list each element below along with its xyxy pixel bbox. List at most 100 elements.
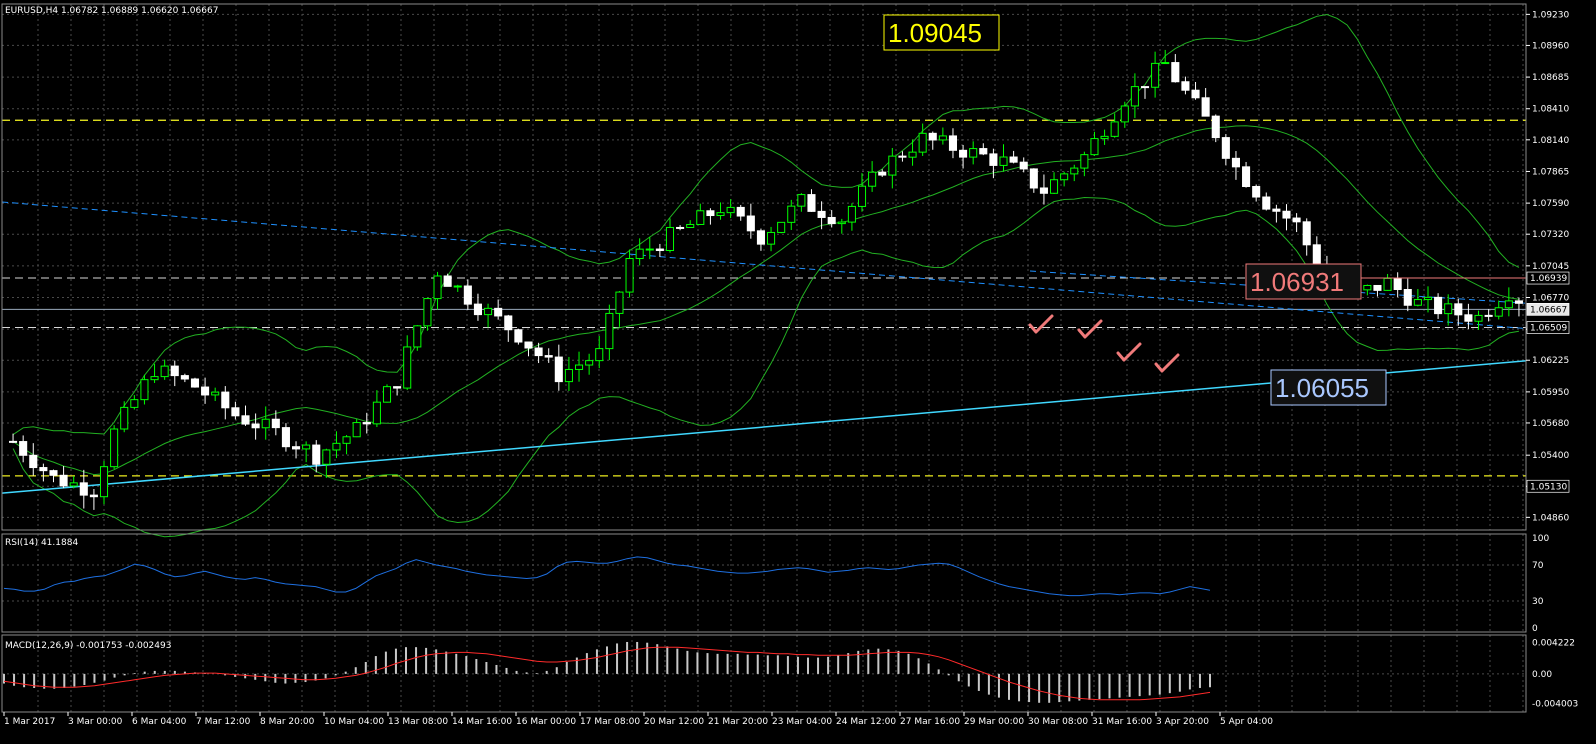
bear-candle xyxy=(979,148,988,155)
bear-candle xyxy=(504,315,513,331)
bull-candle xyxy=(767,231,776,245)
price-tag-label: 1.06939 xyxy=(1530,274,1567,284)
bear-candle xyxy=(1171,62,1180,83)
bull-candle xyxy=(1060,173,1069,181)
bear-candle xyxy=(1302,221,1311,246)
panel-border xyxy=(1,3,1527,531)
bull-candle xyxy=(352,422,361,438)
x-tick-label: 20 Mar 12:00 xyxy=(644,717,704,727)
bear-candle xyxy=(443,275,452,287)
bull-candle xyxy=(787,205,796,223)
annotations: 1.09045 1.06931 1.06055 xyxy=(883,14,1526,406)
annotation-label: 1.06055 xyxy=(1275,373,1369,403)
bull-candle xyxy=(413,325,422,348)
y-tick-label: 1.05950 xyxy=(1532,388,1569,398)
bear-candle xyxy=(898,155,907,158)
price-tag xyxy=(1526,271,1570,285)
bull-candle xyxy=(423,298,432,327)
bear-candle xyxy=(534,347,543,357)
checkmark-icon xyxy=(1116,342,1142,362)
bear-candle xyxy=(1272,208,1281,212)
x-tick-label: 10 Mar 04:00 xyxy=(324,717,384,727)
bull-candle xyxy=(110,428,119,468)
bear-candle xyxy=(1454,303,1463,316)
y-tick-label: 1.04860 xyxy=(1532,513,1569,523)
macd-tick-label: -0.004003 xyxy=(1532,700,1578,710)
bear-candle xyxy=(201,386,210,396)
bull-candle xyxy=(716,212,725,217)
bear-candle xyxy=(463,285,472,305)
bull-candle xyxy=(403,346,412,389)
horizontal-levels xyxy=(2,119,1526,477)
bear-candle xyxy=(1393,277,1402,291)
x-tick-label: 29 Mar 00:00 xyxy=(964,717,1024,727)
bear-candle xyxy=(39,467,48,472)
rsi-tick-label: 100 xyxy=(1532,534,1549,544)
x-tick-label: 21 Mar 20:00 xyxy=(708,717,768,727)
x-tick-label: 3 Apr 20:00 xyxy=(1156,717,1209,727)
bear-candle xyxy=(736,206,745,217)
y-tick-label: 1.07865 xyxy=(1532,167,1569,177)
chart-header: EURUSD,H4 1.06782 1.06889 1.06620 1.0666… xyxy=(5,6,218,16)
bear-candle xyxy=(221,391,230,409)
bull-candle xyxy=(302,444,311,450)
bb-middle xyxy=(12,125,1519,476)
bull-candle xyxy=(605,312,614,350)
rsi-panel xyxy=(3,556,1211,597)
checkmark-icon xyxy=(1154,353,1180,373)
bull-candle xyxy=(797,194,806,207)
price-tag xyxy=(1526,479,1570,493)
bull-candle xyxy=(777,221,786,233)
price-tag-label: 1.06509 xyxy=(1530,324,1567,334)
annotation-label: 1.09045 xyxy=(888,18,982,48)
y-tick-label: 1.06225 xyxy=(1532,356,1569,366)
bull-candle xyxy=(130,399,139,408)
bull-candle xyxy=(888,155,897,176)
bear-candle xyxy=(655,248,664,252)
x-tick-label: 1 Mar 2017 xyxy=(4,717,55,727)
bear-candle xyxy=(19,441,28,456)
bull-candle xyxy=(1413,299,1422,306)
bull-candle xyxy=(1494,307,1503,317)
rsi-header: RSI(14) 41.1884 xyxy=(5,538,78,548)
bull-candle xyxy=(150,376,159,381)
bull-candle xyxy=(999,156,1008,166)
y-tick-label: 1.07590 xyxy=(1532,199,1569,209)
bear-candle xyxy=(1373,284,1382,291)
bull-candle xyxy=(1110,121,1119,137)
descending-trendline xyxy=(1,201,1527,330)
annotation-label: 1.06931 xyxy=(1250,267,1344,297)
bull-candle xyxy=(625,258,634,293)
bull-candle xyxy=(120,406,129,430)
x-tick-label: 13 Mar 08:00 xyxy=(388,717,448,727)
y-tick-label: 1.08140 xyxy=(1532,136,1569,146)
x-tick-label: 31 Mar 16:00 xyxy=(1092,717,1152,727)
bear-candle xyxy=(1191,89,1200,99)
bull-candle xyxy=(635,248,644,260)
bull-candle xyxy=(665,226,675,252)
bear-candle xyxy=(1514,300,1523,304)
bull-candle xyxy=(261,418,270,429)
y-tick-label: 1.07045 xyxy=(1532,262,1569,272)
bear-candle xyxy=(544,355,553,358)
bear-candle xyxy=(292,446,301,450)
bear-candle xyxy=(1231,157,1240,168)
bear-candle xyxy=(1484,314,1493,317)
grid xyxy=(2,4,1526,712)
bull-candle xyxy=(1504,300,1513,309)
bull-candle xyxy=(1161,62,1170,65)
bear-candle xyxy=(1140,86,1150,89)
time-axis: 1 Mar 2017 3 Mar 00:00 6 Mar 04:00 7 Mar 12… xyxy=(3,712,1273,727)
bear-candle xyxy=(676,226,685,229)
bull-candle xyxy=(969,148,978,158)
bear-candle xyxy=(49,470,58,476)
bull-candle xyxy=(847,205,856,223)
bear-candle xyxy=(928,132,937,141)
rsi-tick-label: 70 xyxy=(1532,561,1544,571)
panel-frames xyxy=(1,3,1527,713)
price-tag-label: 1.05130 xyxy=(1530,482,1567,492)
bear-candle xyxy=(281,427,290,448)
y-tick-label: 1.05400 xyxy=(1532,451,1569,461)
bull-candle xyxy=(857,185,867,207)
